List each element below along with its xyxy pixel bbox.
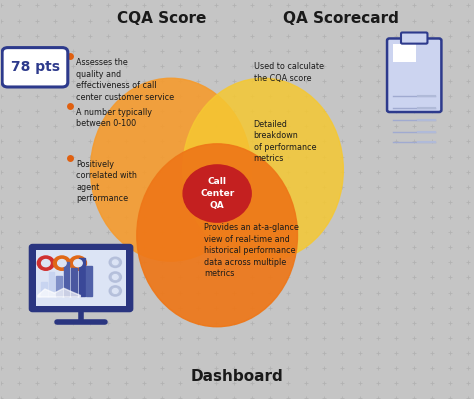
Text: Dashboard: Dashboard <box>191 369 283 384</box>
Ellipse shape <box>182 78 343 261</box>
Ellipse shape <box>137 144 298 327</box>
Text: CQA Score: CQA Score <box>117 11 206 26</box>
Text: Provides an at-a-glance
view of real-time and
historical performance
data across: Provides an at-a-glance view of real-tim… <box>204 223 299 278</box>
Text: Positively
correlated with
agent
performance: Positively correlated with agent perform… <box>76 160 137 203</box>
Bar <box>72 268 77 296</box>
Text: 78 pts: 78 pts <box>11 60 60 74</box>
Circle shape <box>109 272 121 282</box>
FancyBboxPatch shape <box>2 47 68 87</box>
FancyBboxPatch shape <box>387 38 441 112</box>
FancyBboxPatch shape <box>30 245 132 311</box>
FancyBboxPatch shape <box>401 32 428 43</box>
Text: Used to calculate
the CQA score: Used to calculate the CQA score <box>254 62 324 83</box>
Circle shape <box>37 256 55 270</box>
Text: QA Scorecard: QA Scorecard <box>283 11 399 26</box>
FancyBboxPatch shape <box>393 44 416 62</box>
Text: Call
Center
QA: Call Center QA <box>200 177 234 210</box>
Bar <box>49 272 55 296</box>
Circle shape <box>58 259 66 267</box>
Circle shape <box>183 165 251 222</box>
Bar <box>79 258 84 296</box>
Circle shape <box>70 256 86 270</box>
Bar <box>64 262 70 296</box>
Bar <box>56 276 62 296</box>
Circle shape <box>42 259 50 267</box>
Bar <box>41 282 47 296</box>
Circle shape <box>112 260 118 265</box>
Circle shape <box>109 286 121 296</box>
Circle shape <box>74 259 82 267</box>
Circle shape <box>109 257 121 267</box>
Text: Detailed
breakdown
of performance
metrics: Detailed breakdown of performance metric… <box>254 120 316 163</box>
FancyBboxPatch shape <box>36 251 126 306</box>
Text: Assesses the
quality and
effectiveness of call
center customer service: Assesses the quality and effectiveness o… <box>76 58 174 102</box>
Circle shape <box>112 288 118 293</box>
Ellipse shape <box>91 78 251 261</box>
Text: A number typically
between 0-100: A number typically between 0-100 <box>76 108 152 128</box>
Bar <box>86 266 92 296</box>
Circle shape <box>112 275 118 279</box>
Circle shape <box>54 256 71 270</box>
